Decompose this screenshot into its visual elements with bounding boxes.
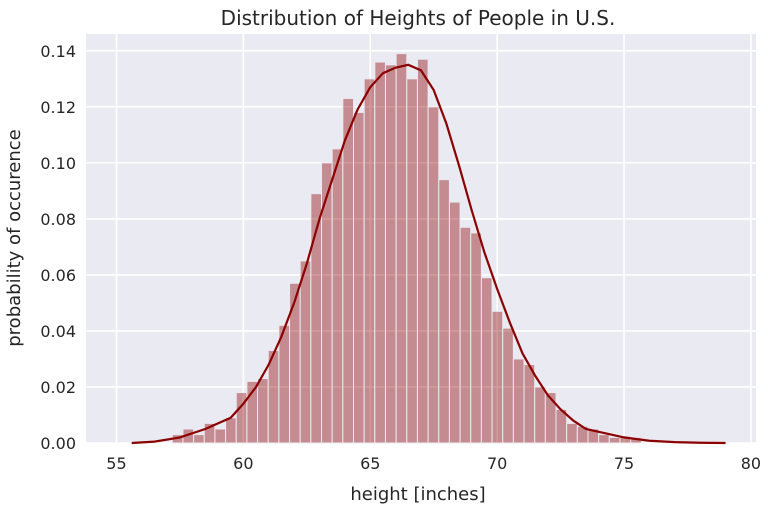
histogram-bar [470,232,482,444]
histogram-bar [427,106,440,444]
x-axis-ticks: 55 60 65 70 75 80 [106,454,761,473]
x-tick-label: 75 [614,454,634,473]
histogram-bar [384,64,397,444]
y-tick-label: 0.14 [40,42,76,61]
histogram-bar [214,428,227,444]
y-tick-label: 0.08 [40,210,76,229]
histogram-bar [534,386,546,444]
y-tick-label: 0.02 [40,378,76,397]
histogram-bar [342,97,354,444]
y-tick-label: 0.10 [40,154,76,173]
y-tick-label: 0.12 [40,98,76,117]
histogram-bar [438,179,450,444]
histogram-bar [374,61,386,444]
histogram-bar [544,392,557,444]
histogram-bars [171,53,642,444]
histogram-bar [289,282,301,444]
histogram-bar [480,277,493,444]
y-axis-label: probability of occurence [4,129,25,347]
histogram-bar [278,324,291,444]
x-tick-label: 60 [233,454,253,473]
histogram-bar [352,111,365,444]
x-tick-label: 55 [106,454,126,473]
histogram-bar [257,378,269,444]
histogram-bar [502,327,514,444]
histogram-bar [363,78,376,444]
histogram-bar [416,58,429,444]
y-axis-ticks: 0.00 0.02 0.04 0.06 0.08 0.10 0.12 0.14 [40,42,76,453]
histogram-bar [406,78,418,444]
kde-curve [131,63,726,445]
grid-lines [86,34,756,444]
histogram-bar [331,148,344,444]
histogram-bar [566,422,578,444]
histogram-bar [225,417,237,444]
histogram-bar [608,436,621,444]
y-tick-label: 0.06 [40,266,76,285]
histogram-bar [193,434,205,444]
histogram-bar [512,358,525,444]
x-tick-label: 70 [487,454,507,473]
y-tick-label: 0.04 [40,322,76,341]
x-tick-label: 80 [741,454,761,473]
histogram-bar [598,434,610,444]
histogram-bar [523,364,536,444]
plot-area [86,34,756,443]
x-tick-label: 65 [360,454,380,473]
histogram-bar [459,226,472,444]
histogram-bar [299,260,312,444]
histogram-bar [491,310,504,444]
x-axis-label: height [inches] [350,484,485,505]
y-tick-label: 0.00 [40,434,76,453]
histogram-bar [448,201,461,444]
chart-title: Distribution of Heights of People in U.S… [221,6,616,30]
histogram-bar [395,53,408,444]
